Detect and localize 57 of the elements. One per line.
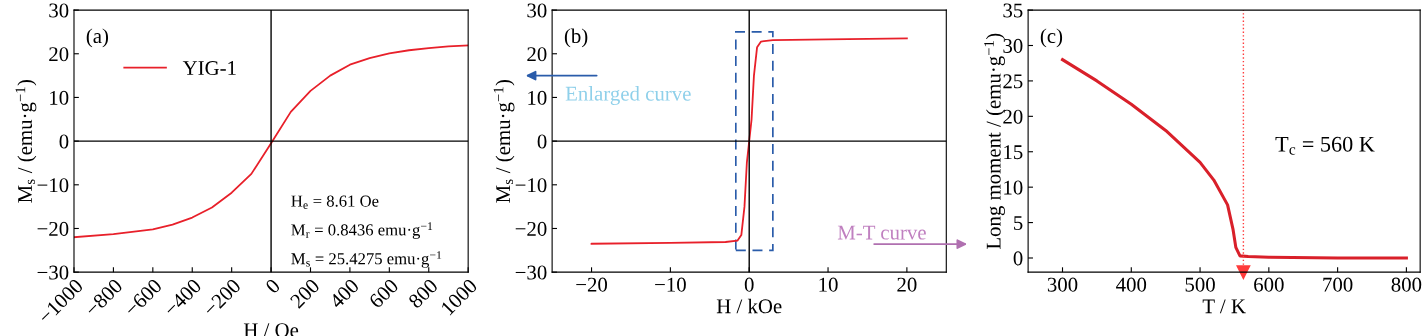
annotation: (b) <box>564 28 588 48</box>
y-tick-label: −30 <box>515 265 547 280</box>
y-axis-title: M$_{s}$ / (emu·g$^{−1}$) <box>15 79 37 203</box>
y-tick-label: −30 <box>37 265 69 280</box>
y-tick-label: 10 <box>1004 180 1023 195</box>
annotation: M-T curve <box>837 225 926 240</box>
x-tick-label: −800 <box>84 278 124 318</box>
y-tick-label: −10 <box>37 178 69 193</box>
y-tick-label: 30 <box>1003 38 1023 53</box>
x-tick-label: −10 <box>655 277 686 292</box>
x-tick-label: 600 <box>1254 277 1284 292</box>
x-tick-label: 400 <box>328 278 360 310</box>
x-tick-label: 0 <box>264 278 281 295</box>
x-axis-title: H / kOe <box>716 298 782 314</box>
annotation: M$_{r}$ = 0.8436 emu·g$^{−1}$ <box>291 222 433 239</box>
y-tick-label: 10 <box>50 90 69 105</box>
annotation: M$_{s}$ = 25.4275 emu·g$^{−1}$ <box>291 251 442 268</box>
y-tick-label: 20 <box>527 47 547 62</box>
legend-label: YIG-1 <box>182 61 236 76</box>
x-tick-label: −200 <box>202 278 242 318</box>
y-tick-label: 35 <box>1003 3 1023 18</box>
x-tick-label: −600 <box>123 278 163 318</box>
x-axis-title: T / K <box>1202 299 1246 314</box>
y-tick-label: −20 <box>37 221 69 236</box>
x-tick-label: 0 <box>744 277 754 292</box>
y-tick-label: 30 <box>49 3 69 18</box>
x-tick-label: 800 <box>1391 277 1422 292</box>
y-tick-label: 5 <box>1014 216 1023 231</box>
x-tick-label: 700 <box>1323 277 1353 292</box>
x-tick-label: 20 <box>897 277 917 292</box>
annotation: (c) <box>1040 28 1063 48</box>
x-tick-label: 200 <box>289 278 321 309</box>
x-tick-label: 800 <box>407 278 439 309</box>
y-axis-title: M$_{s}$ / (emu·g$^{−1}$) <box>493 79 515 203</box>
x-tick-label: 300 <box>1047 277 1078 292</box>
y-tick-label: 25 <box>1003 74 1023 89</box>
y-tick-label: 10 <box>528 90 547 105</box>
annotation: Enlarged curve <box>565 86 691 105</box>
annotation: T$_{c}$ = 560 K <box>1275 136 1375 155</box>
y-tick-label: −20 <box>515 221 547 236</box>
y-tick-label: 0 <box>59 134 69 149</box>
y-tick-label: 0 <box>537 134 547 149</box>
y-tick-label: 30 <box>527 3 547 18</box>
x-tick-label: −400 <box>163 278 203 318</box>
x-tick-label: −20 <box>576 277 608 292</box>
annotation: H$_{e}$ = 8.61 Oe <box>291 195 379 209</box>
y-tick-label: 0 <box>1013 251 1023 266</box>
y-tick-label: 15 <box>1004 145 1023 160</box>
y-tick-label: 20 <box>1003 109 1023 124</box>
annotation: (a) <box>86 28 109 48</box>
y-tick-label: 20 <box>49 47 69 62</box>
y-tick-label: −10 <box>515 178 547 193</box>
x-tick-label: 600 <box>368 278 400 309</box>
x-tick-label: 500 <box>1185 277 1215 292</box>
line-series <box>1060 58 1408 260</box>
x-tick-label: 400 <box>1116 277 1147 292</box>
x-tick-label: 10 <box>819 277 838 292</box>
